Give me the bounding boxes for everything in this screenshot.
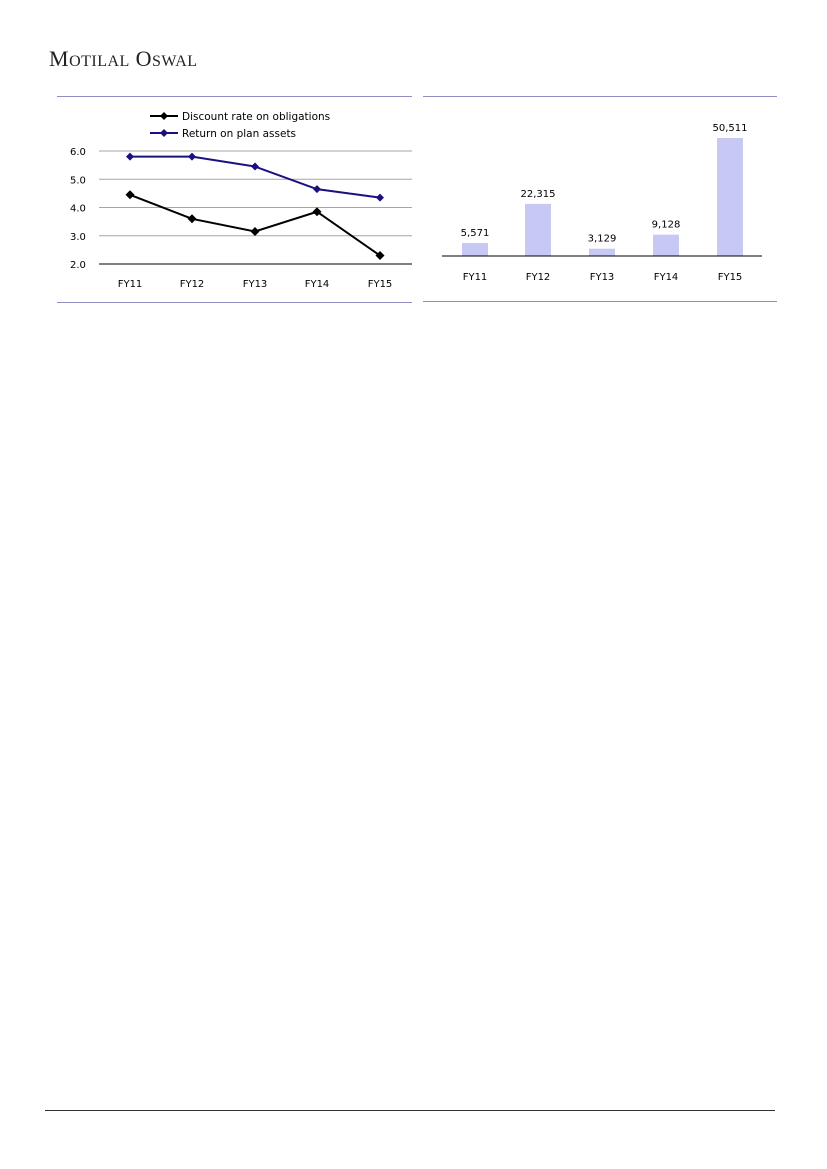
right-chart-top-rule [423,96,777,97]
legend-marker [160,129,168,137]
discount-rate-point [375,251,385,261]
legend-label: Return on plan assets [182,128,296,140]
y-tick-label: 5.0 [70,175,86,186]
data-label: 5,571 [461,228,490,239]
bar-chart: 5,571 FY11 22,315 FY12 3,129 FY13 9,128 FY14 50,… [442,123,762,283]
footer-rule [45,1110,775,1111]
x-tick-label: FY12 [180,279,205,290]
return-plan-assets-point [376,193,384,202]
x-tick-label: FY12 [526,272,551,283]
legend-marker [160,112,168,120]
x-tick-label: FY14 [305,279,330,290]
right-chart-bottom-rule [423,301,777,302]
bar [653,234,679,256]
x-tick-label: FY15 [368,279,393,290]
x-tick-label: FY13 [590,272,615,283]
data-label: 9,128 [652,220,681,231]
brand-logo: Motilal Oswal [49,46,198,71]
return-plan-assets-point [251,162,259,171]
x-tick-label: FY15 [718,272,743,283]
discount-rate-point [312,207,322,217]
bar [717,138,743,256]
discount-rate-point [187,214,197,224]
data-label: 50,511 [713,123,748,134]
return-plan-assets-point [313,185,321,194]
line-chart: 2.0 3.0 4.0 5.0 6.0 FY11 FY12 FY13 FY14 FY15 Disco… [70,111,412,290]
discount-rate-point [250,227,260,237]
data-label: 22,315 [521,189,556,200]
y-tick-label: 2.0 [70,260,86,271]
x-tick-label: FY13 [243,279,268,290]
return-plan-assets-point [188,152,196,161]
y-tick-label: 4.0 [70,204,86,215]
bar [462,242,488,256]
return-plan-assets-point [126,152,134,161]
x-tick-label: FY14 [654,272,679,283]
bar [525,203,551,256]
data-label: 3,129 [588,234,617,245]
legend-label: Discount rate on obligations [182,111,330,123]
y-tick-label: 3.0 [70,232,86,243]
bar [589,248,615,256]
y-tick-label: 6.0 [70,147,86,158]
x-tick-label: FY11 [463,272,488,283]
left-chart-top-rule [57,96,412,97]
discount-rate-point [125,190,135,200]
x-tick-label: FY11 [118,279,143,290]
left-chart-bottom-rule [57,302,412,303]
